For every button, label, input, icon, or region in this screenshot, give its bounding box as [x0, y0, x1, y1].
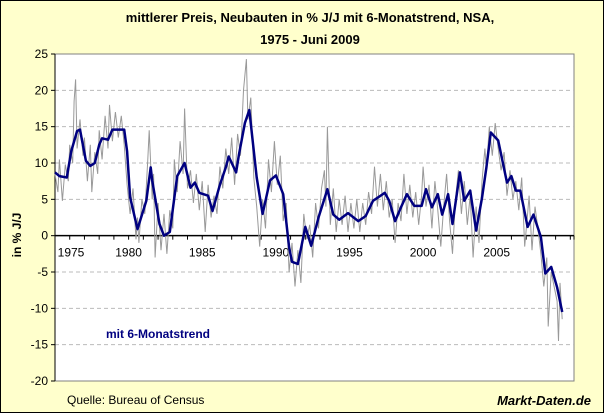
brand-logo: Markt-Daten.de [497, 393, 591, 408]
y-tick-label: -10 [31, 301, 49, 315]
chart-title: mittlerer Preis, Neubauten in % J/J mit … [126, 10, 494, 25]
y-tick-label: 10 [35, 156, 49, 170]
legend-trend: mit 6-Monatstrend [106, 327, 210, 341]
x-tick-label: 2000 [410, 246, 437, 260]
series-group [54, 59, 564, 342]
gridlines [55, 89, 574, 346]
source-note: Quelle: Bureau of Census [67, 393, 204, 407]
y-tick-label: -5 [37, 265, 48, 279]
y-tick-label: 25 [35, 47, 49, 61]
x-tick-label: 1995 [336, 246, 363, 260]
y-tick-label: -15 [31, 338, 49, 352]
y-tick-label: 15 [35, 120, 49, 134]
x-tick-label: 2005 [483, 246, 510, 260]
trend-series-line [54, 108, 564, 313]
x-tick-label: 1975 [58, 246, 85, 260]
y-tick-label: -20 [31, 374, 49, 388]
raw-series-line [54, 59, 563, 342]
y-tick-label: 0 [41, 229, 48, 243]
x-tick-label: 1980 [115, 246, 142, 260]
y-tick-label: 5 [41, 192, 48, 206]
y-tick-label: 20 [35, 83, 49, 97]
x-tick-label: 1985 [189, 246, 216, 260]
y-axis: 25 20 15 10 5 0 -5 -10 -15 -20 [31, 47, 56, 388]
y-axis-label: in % J/J [10, 213, 24, 258]
x-tick-label: 1990 [262, 246, 289, 260]
chart-subtitle: 1975 - Juni 2009 [260, 32, 360, 47]
